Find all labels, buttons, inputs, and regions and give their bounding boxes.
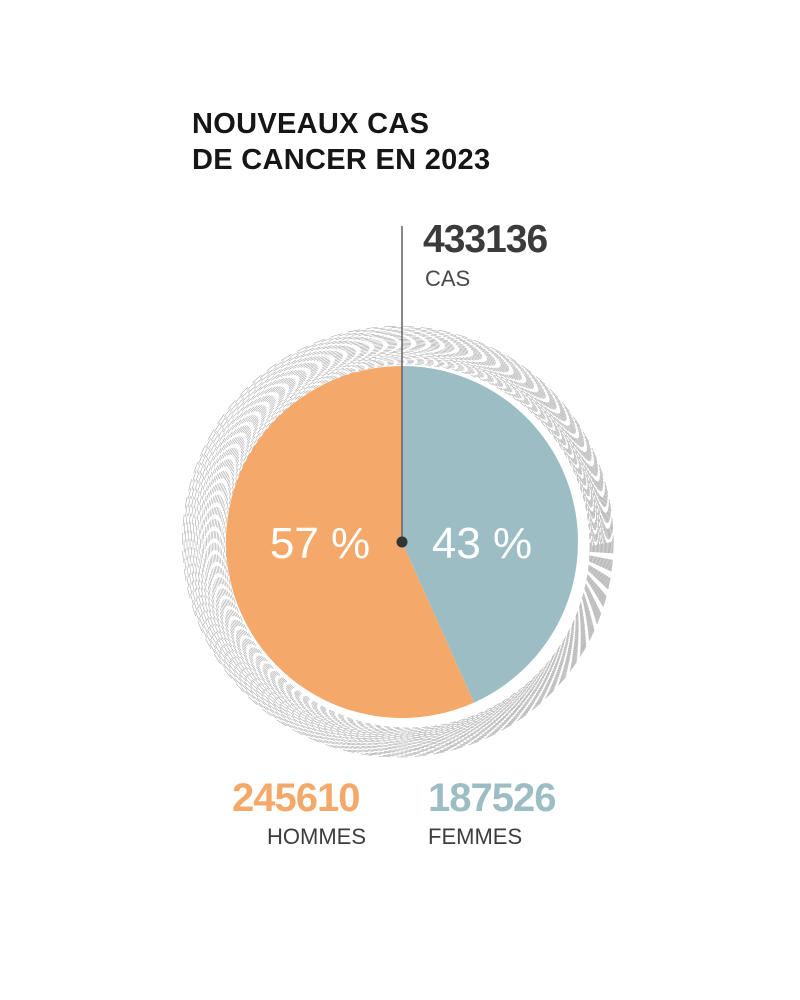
hatch-arc [218,357,595,734]
hatch-arc [189,332,610,753]
hatch-arc [194,336,608,750]
hatch-arc [207,348,600,741]
hatch-arc [213,353,597,737]
pie-percent-hommes: 57 % [270,519,370,568]
total-cases-label: CAS [425,266,471,291]
hatch-arc [216,355,596,735]
hatch-arc [221,359,593,732]
legend-label-femmes: FEMMES [428,824,523,849]
hatch-arc [212,352,598,738]
hatch-arc [219,358,594,733]
total-cases-value: 433136 [423,218,548,261]
chart-title-line2: DE CANCER EN 2023 [192,144,491,176]
legend-value-femmes: 187526 [428,776,556,820]
chart-title: NOUVEAUX CAS DE CANCER EN 2023 [192,106,490,178]
pie-center-dot [396,536,408,548]
hatch-arc [210,350,599,739]
hatch-arc [182,326,614,758]
legend-value-hommes: 245610 [232,776,360,820]
pie-slice-femmes [402,366,579,703]
hatch-arc [186,329,612,755]
hatch-arc [222,361,592,731]
hatch-arc [209,349,600,740]
hatch-arc [224,362,592,730]
pie-slice-hommes [226,366,474,718]
hatch-arc [183,327,613,757]
hatch-arc [195,337,607,749]
legend-label-hommes: HOMMES [267,824,366,849]
pie-slices [226,366,579,718]
hatch-arc [204,345,602,743]
chart-title-line1: NOUVEAUX CAS [192,108,430,140]
pie-percent-femmes: 43 % [432,519,532,568]
hatch-arc [215,354,596,736]
hatch-ring [182,326,614,758]
hatch-arc [206,346,601,742]
hatch-arc [191,333,609,752]
hatch-arc [188,331,611,754]
pie-percent-labels: 57 % 43 % [270,519,532,568]
hatch-arc [185,328,612,756]
hatch-arc [225,363,591,729]
hatch-arc [192,335,608,751]
